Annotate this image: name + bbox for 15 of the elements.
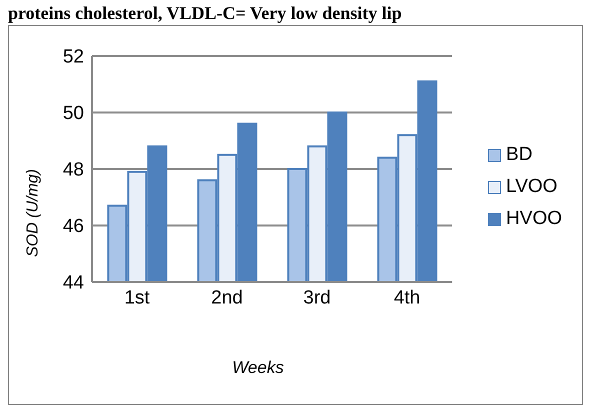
y-tick-label: 52 <box>62 46 84 68</box>
x-tick-label: 2nd <box>211 287 243 308</box>
x-tick-label: 1st <box>124 287 150 308</box>
y-tick-label: 46 <box>62 216 84 238</box>
legend-label: LVOO <box>506 175 558 199</box>
y-axis-title: SOD (U/mg) <box>24 169 42 257</box>
text: proteins cholesterol, VLDL-C= Very low density lip <box>8 2 403 24</box>
x-axis-title: Weeks <box>231 358 285 378</box>
x-tick-label: 4th <box>394 287 420 308</box>
legend-label: BD <box>506 143 532 167</box>
y-tick-label: 50 <box>62 103 84 124</box>
legend-label: HVOO <box>506 207 562 231</box>
y-tick-label: 44 <box>62 272 84 294</box>
x-tick-label: 3rd <box>303 287 331 308</box>
y-tick-label: 48 <box>62 160 84 181</box>
